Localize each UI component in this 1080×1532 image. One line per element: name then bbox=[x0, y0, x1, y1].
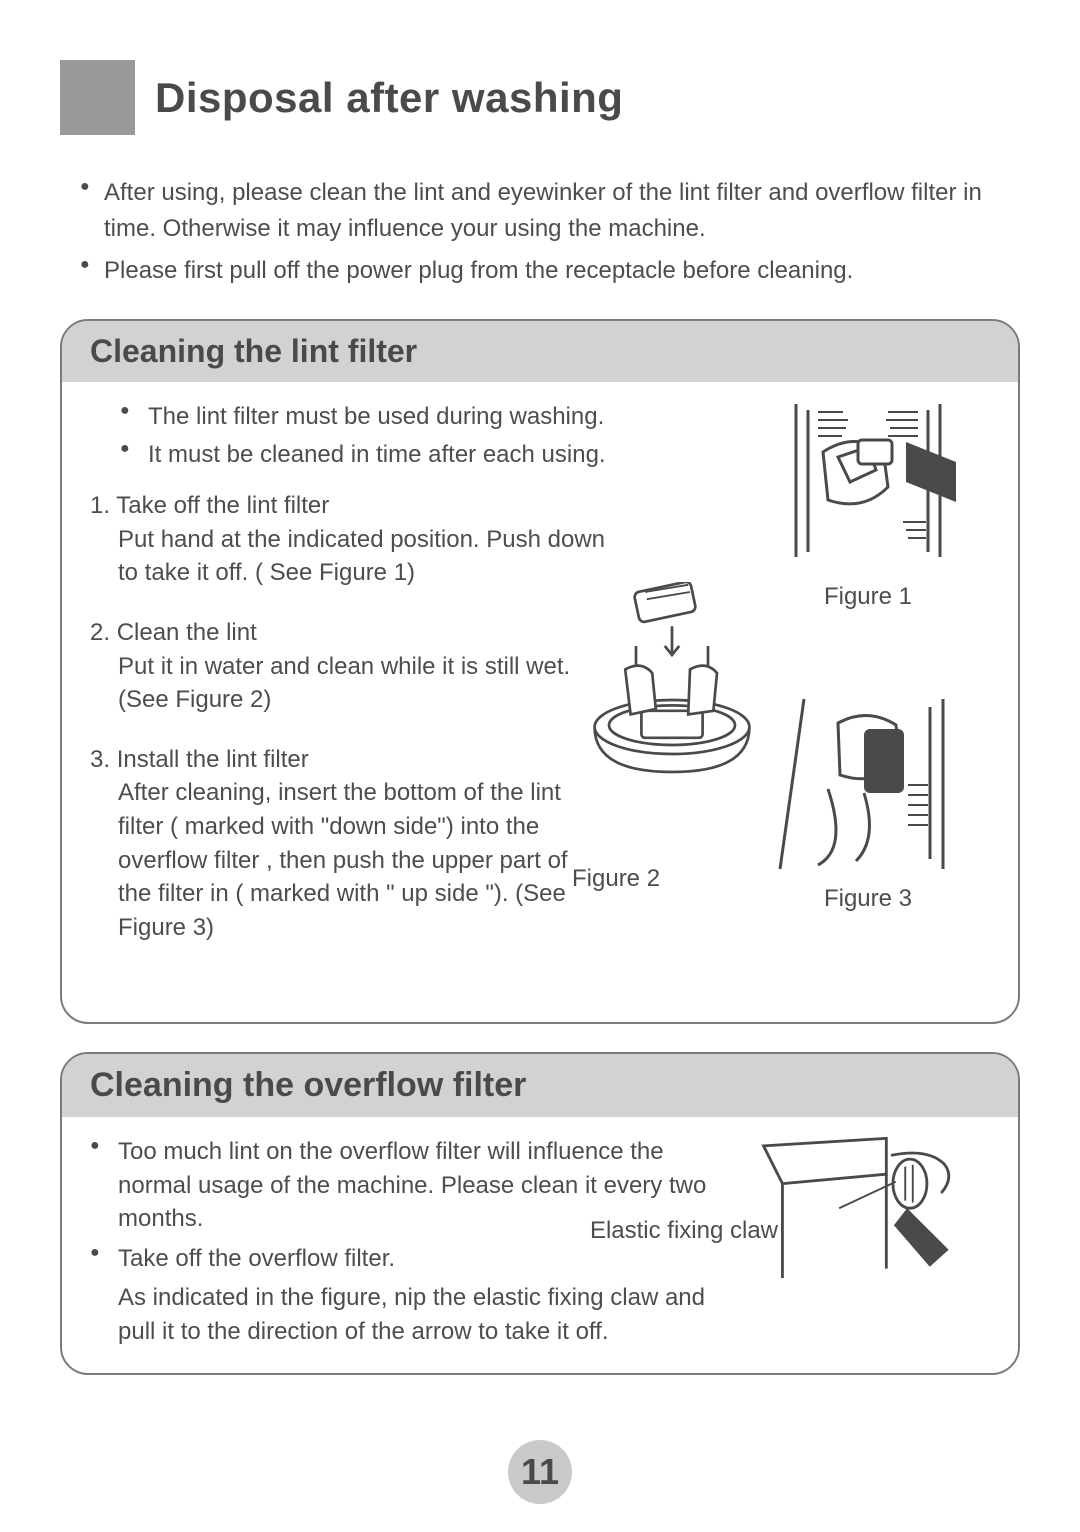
step-1: 1. Take off the lint filter Put hand at … bbox=[90, 489, 610, 590]
step-num: 3. bbox=[90, 746, 110, 773]
lint-remove-icon bbox=[768, 392, 968, 572]
section-marker-icon bbox=[60, 60, 135, 135]
step-text: After cleaning, insert the bottom of the… bbox=[90, 776, 570, 944]
figure-2-label: Figure 2 bbox=[572, 862, 660, 896]
section-overflow-filter: Cleaning the overflow filter Too much li… bbox=[60, 1052, 1020, 1375]
figure-1-illustration bbox=[758, 392, 978, 572]
figure-3-illustration bbox=[758, 694, 978, 874]
section-header: Cleaning the overflow filter bbox=[62, 1054, 1018, 1117]
overflow-note: Take off the overflow filter. bbox=[90, 1242, 730, 1276]
page-number-text: 11 bbox=[521, 1451, 559, 1493]
overflow-figure-label: Elastic fixing claw bbox=[590, 1217, 778, 1246]
step-text: Put it in water and clean while it is st… bbox=[90, 650, 610, 717]
lint-install-icon bbox=[768, 689, 968, 879]
overflow-remove-icon bbox=[738, 1127, 978, 1297]
section-lint-filter: Cleaning the lint filter The lint filter… bbox=[60, 319, 1020, 1024]
lint-wash-icon bbox=[582, 582, 762, 782]
figure-2-area bbox=[562, 582, 782, 782]
step-title: Take off the lint filter bbox=[116, 492, 329, 519]
overflow-notes: Too much lint on the overflow filter wil… bbox=[90, 1135, 730, 1275]
step-title: Install the lint filter bbox=[117, 746, 309, 773]
step-text: Put hand at the indicated position. Push… bbox=[90, 523, 610, 590]
intro-item: Please first pull off the power plug fro… bbox=[80, 253, 1020, 289]
step-3: 3. Install the lint filter After cleanin… bbox=[90, 743, 570, 945]
page-number: 11 bbox=[508, 1440, 572, 1504]
step-title: Clean the lint bbox=[117, 619, 257, 646]
intro-list: After using, please clean the lint and e… bbox=[60, 175, 1020, 289]
section-body: Too much lint on the overflow filter wil… bbox=[62, 1117, 1018, 1373]
step-2: 2. Clean the lint Put it in water and cl… bbox=[90, 616, 610, 717]
section-body: The lint filter must be used during wash… bbox=[62, 382, 1018, 1022]
overflow-subtext: As indicated in the figure, nip the elas… bbox=[90, 1281, 730, 1348]
title-row: Disposal after washing bbox=[60, 60, 1020, 135]
manual-page: Disposal after washing After using, plea… bbox=[0, 0, 1080, 1532]
step-num: 2. bbox=[90, 619, 110, 646]
step-num: 1. bbox=[90, 492, 110, 519]
section-header: Cleaning the lint filter bbox=[62, 321, 1018, 382]
figure-2-illustration bbox=[572, 582, 772, 782]
figure-3-label: Figure 3 bbox=[738, 882, 998, 916]
page-title: Disposal after washing bbox=[155, 74, 623, 122]
intro-item: After using, please clean the lint and e… bbox=[80, 175, 1020, 247]
